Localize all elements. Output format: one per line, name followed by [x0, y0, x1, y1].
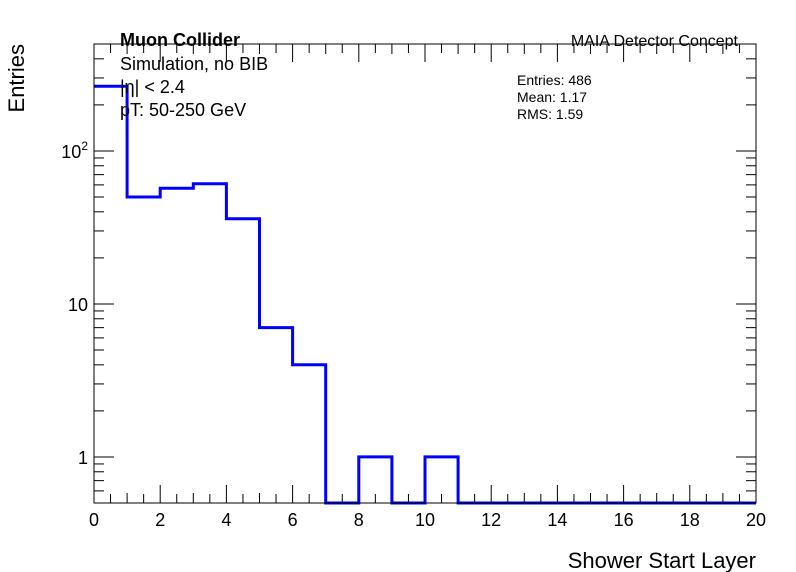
x-tick-label: 6	[288, 510, 298, 530]
eta-cut-label: |η| < 2.4	[120, 77, 185, 97]
detector-concept-label: MAIA Detector Concept	[571, 33, 739, 50]
stats-rms: RMS: 1.59	[517, 106, 583, 122]
x-tick-label: 0	[89, 510, 99, 530]
x-tick-label: 4	[221, 510, 231, 530]
x-tick-labels: 0 2 4 6 8 10 12 14 16 18 20	[89, 510, 766, 530]
plot-frame	[93, 43, 757, 504]
x-axis-title: Shower Start Layer	[568, 548, 756, 572]
y-tick-label: 1	[78, 448, 88, 468]
experiment-title: Muon Collider	[120, 30, 240, 50]
x-tick-label: 10	[415, 510, 435, 530]
y-tick-label: 10	[68, 295, 88, 315]
x-tick-label: 18	[680, 510, 700, 530]
stats-entries: Entries: 486	[517, 72, 592, 88]
x-tick-label: 12	[481, 510, 501, 530]
x-tick-label: 20	[746, 510, 766, 530]
x-tick-label: 16	[614, 510, 634, 530]
simulation-label: Simulation, no BIB	[120, 54, 268, 74]
stats-mean: Mean: 1.17	[517, 89, 587, 105]
y-tick-labels: 1 10 102	[61, 139, 88, 468]
pt-range-label: pT: 50-250 GeV	[120, 100, 246, 120]
y-axis-title: Entries	[4, 44, 29, 112]
y-tick-label: 102	[61, 139, 88, 162]
x-tick-label: 14	[547, 510, 567, 530]
x-tick-label: 2	[155, 510, 165, 530]
x-tick-label: 8	[354, 510, 364, 530]
